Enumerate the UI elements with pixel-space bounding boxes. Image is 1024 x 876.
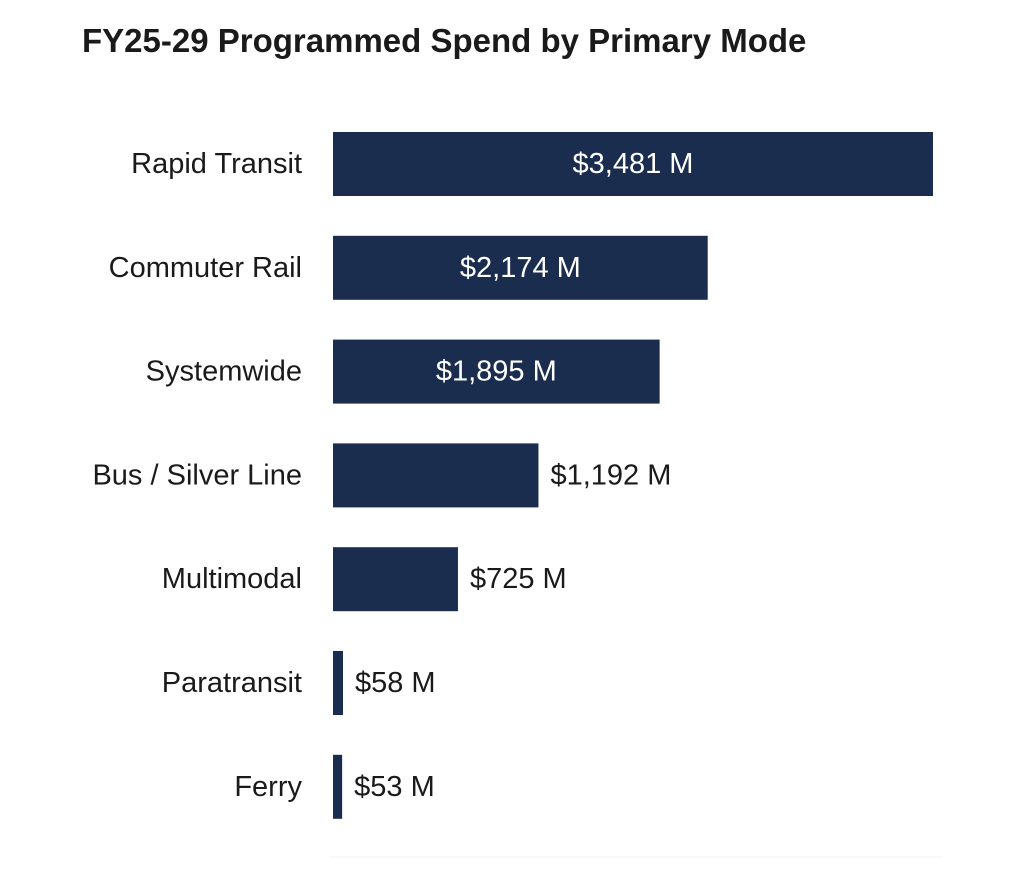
value-label-paratransit: $58 M — [355, 667, 436, 699]
value-label-bus-silver-line: $1,192 M — [550, 459, 671, 491]
category-label-paratransit: Paratransit — [162, 667, 302, 699]
category-label-bus-silver-line: Bus / Silver Line — [92, 459, 302, 491]
bar-commuter-rail — [333, 235, 708, 300]
chart-title: FY25-29 Programmed Spend by Primary Mode — [82, 22, 807, 59]
bar-bus-silver-line — [333, 443, 539, 508]
category-label-rapid-transit: Rapid Transit — [131, 148, 302, 180]
category-label-commuter-rail: Commuter Rail — [109, 252, 302, 284]
bar-paratransit — [333, 651, 343, 715]
category-label-multimodal: Multimodal — [162, 563, 302, 595]
category-label-ferry: Ferry — [234, 771, 302, 803]
value-label-rapid-transit: $3,481 M — [573, 148, 694, 180]
category-label-systemwide: Systemwide — [146, 356, 302, 388]
value-label-systemwide: $1,895 M — [436, 356, 557, 388]
value-label-multimodal: $725 M — [470, 563, 567, 595]
bar-systemwide — [333, 339, 660, 404]
value-label-ferry: $53 M — [354, 771, 435, 803]
bar-multimodal — [333, 547, 458, 612]
bar-rapid-transit — [333, 132, 933, 196]
bar-ferry — [333, 754, 343, 819]
bars-group: Rapid Transit $3,481 M Commuter Rail $2,174… — [92, 132, 933, 819]
value-label-commuter-rail: $2,174 M — [460, 252, 581, 284]
